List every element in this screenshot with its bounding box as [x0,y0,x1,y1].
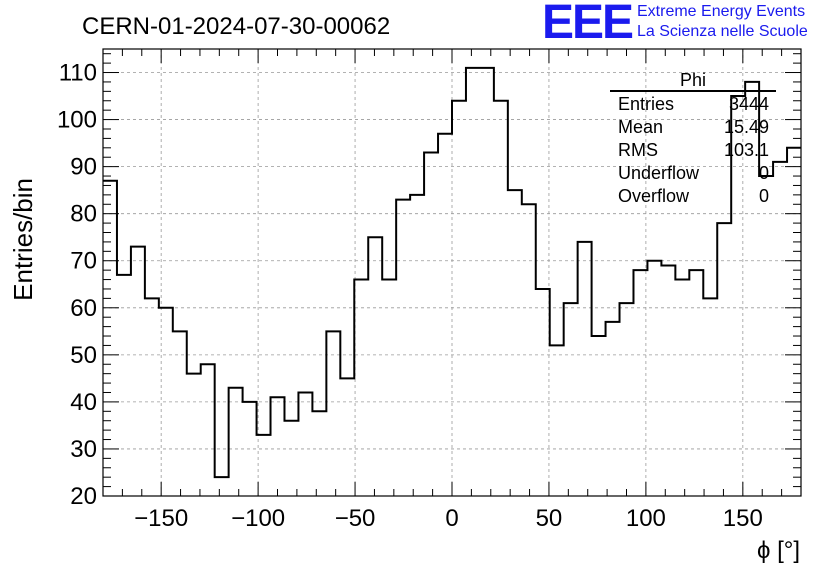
stats-row-label: Overflow [618,186,690,206]
y-tick-label: 30 [70,436,97,463]
stats-row-label: RMS [618,140,658,160]
stats-row-value: 0 [759,186,769,206]
logo-text-line2: La Scienza nelle Scuole [637,23,808,40]
x-tick-label: 150 [723,505,763,532]
x-tick-label: −150 [134,505,188,532]
stats-rows: Entries 3444 Mean 15.49 RMS 103.1 Underflow 0 Ov… [618,94,769,206]
stats-row-label: Underflow [618,163,700,183]
eee-logo: EEE [542,0,634,49]
y-tick-label: 20 [70,483,97,510]
y-tick-label: 40 [70,389,97,416]
x-tick-label: −100 [231,505,285,532]
stats-row-value: 3444 [729,94,769,114]
histogram-line [103,66,801,479]
x-tick-labels: −150 −100 −50 0 50 100 150 [134,505,763,532]
stats-row-value: 15.49 [724,117,769,137]
stats-row-label: Entries [618,94,674,114]
y-tick-label: 50 [70,342,97,369]
x-tick-label: 50 [536,505,563,532]
y-tick-label: 110 [59,60,97,87]
stats-row-value: 0 [759,163,769,183]
y-tick-label: 100 [57,107,97,134]
y-tick-label: 80 [70,201,97,228]
chart-title: CERN-01-2024-07-30-00062 [82,13,390,40]
y-tick-labels: 20 30 40 50 60 70 80 90 100 110 [57,60,97,510]
logo-text-line1: Extreme Energy Events [637,3,806,20]
stats-box: Phi Entries 3444 Mean 15.49 RMS 103.1 Underflo… [610,70,776,206]
plot-frame [102,48,802,497]
x-tick-label: −50 [335,505,376,532]
y-tick-label: 70 [70,248,97,275]
y-axis-label: Entries/bin [8,178,38,301]
x-axis-label: ϕ [°] [757,537,800,564]
y-tick-label: 60 [70,295,97,322]
stats-row-value: 103.1 [724,140,769,160]
y-tick-label: 90 [70,154,97,181]
x-tick-label: 100 [626,505,666,532]
axis-ticks [103,49,802,497]
x-tick-label: 0 [445,505,458,532]
stats-row-label: Mean [618,117,663,137]
stats-title: Phi [680,70,706,90]
